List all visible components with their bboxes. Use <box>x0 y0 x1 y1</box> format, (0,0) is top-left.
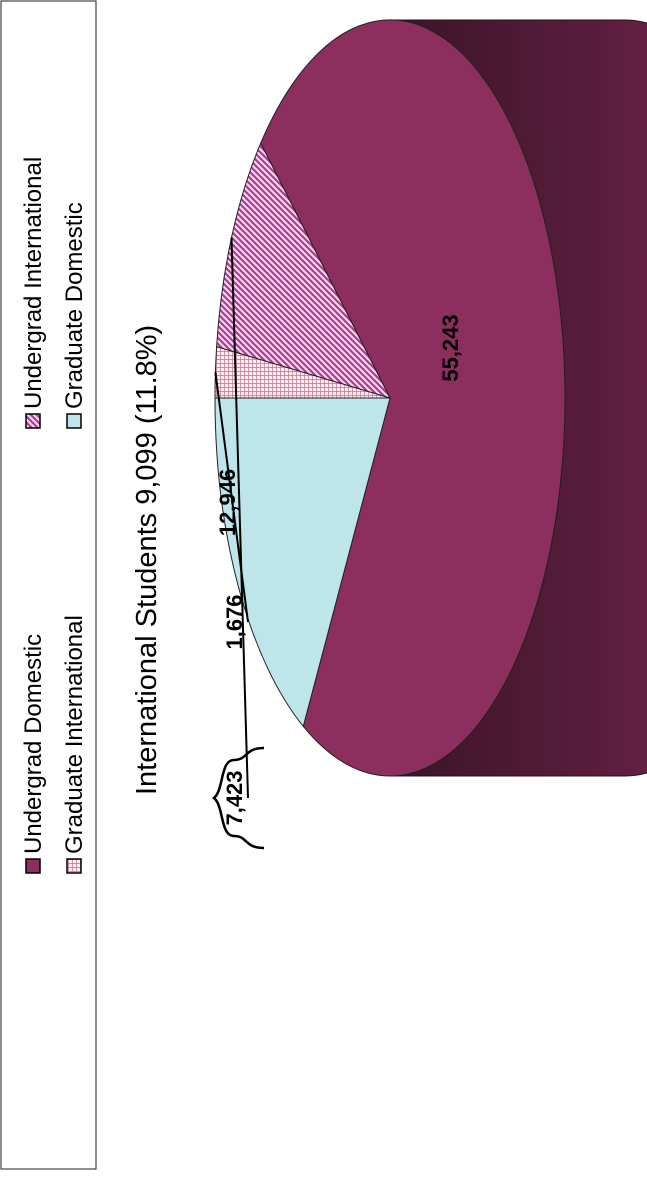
slice-graduate-domestic <box>214 397 391 728</box>
leader-line-graduate-international <box>214 372 249 623</box>
legend-label-undergrad-international: Undergrad International <box>20 157 47 409</box>
leader-line-undergrad-international <box>230 237 249 799</box>
legend-label-undergrad-domestic: Undergrad Domestic <box>20 634 47 854</box>
legend-item-undergrad-international: Undergrad International <box>20 157 47 429</box>
legend-item-graduate-international: Graduate International <box>61 615 88 874</box>
international-students-annotation: International Students 9,099 (11.8%) <box>131 325 163 795</box>
international-brace <box>212 746 265 850</box>
legend: Undergrad Domestic Undergrad Internation… <box>20 157 88 874</box>
value-label-undergrad-domestic: 55,243 <box>438 314 463 381</box>
legend-swatch-undergrad-international <box>25 413 41 429</box>
legend-box <box>0 0 97 1170</box>
slice-undergrad-domestic <box>260 19 566 777</box>
legend-label-graduate-domestic: Graduate Domestic <box>61 202 88 409</box>
legend-item-graduate-domestic: Graduate Domestic <box>61 202 88 429</box>
legend-label-graduate-international: Graduate International <box>61 615 88 854</box>
legend-item-undergrad-domestic: Undergrad Domestic <box>20 634 47 874</box>
pie-slices <box>214 19 566 777</box>
legend-swatch-graduate-international <box>66 858 82 874</box>
value-label-undergrad-international: 7,423 <box>222 770 247 825</box>
legend-swatch-undergrad-domestic <box>25 858 41 874</box>
legend-swatch-graduate-domestic <box>66 413 82 429</box>
rotated-chart: Undergrad Domestic Undergrad Internation… <box>20 19 647 874</box>
